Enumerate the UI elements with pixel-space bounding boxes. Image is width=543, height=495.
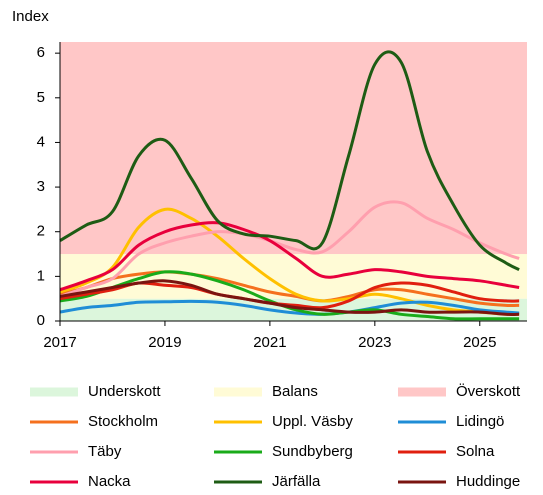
series-line [59,207,520,316]
series-line [59,270,520,321]
legend-label: Uppl. Väsby [272,413,353,430]
legend-label: Solna [456,443,495,460]
x-tick-label: 2019 [148,334,181,351]
series-line [59,279,520,316]
legend-label: Täby [88,443,122,460]
x-tick-label: 2023 [358,334,391,351]
legend-label: Stockholm [88,413,158,430]
y-tick-label: 0 [37,312,45,329]
x-tick-label: 2025 [463,334,496,351]
legend-swatch [398,387,446,397]
legend-swatch [30,387,78,397]
series-line [59,270,520,308]
series-line [59,200,520,298]
legend-label: Nacka [88,473,131,490]
series-line [59,221,520,292]
x-tick-label: 2017 [43,334,76,351]
legend-swatch [214,387,262,397]
series-line [59,299,520,316]
legend-label: Lidingö [456,413,504,430]
x-tick-label: 2021 [253,334,286,351]
y-tick-label: 2 [37,223,45,240]
legend-label: Överskott [456,382,521,400]
y-tick-label: 5 [37,89,45,106]
y-tick-label: 4 [37,133,45,150]
legend-label: Sundbyberg [272,443,353,460]
y-tick-label: 3 [37,178,45,195]
legend-label: Balans [272,383,318,400]
y-tick-label: 6 [37,44,45,61]
legend-label: Huddinge [456,473,520,490]
y-tick-label: 1 [37,267,45,284]
legend-label: Järfälla [272,473,321,490]
series-line [59,50,520,272]
band [60,42,527,255]
legend-label: Underskott [88,383,161,400]
y-axis-label: Index [12,8,49,25]
